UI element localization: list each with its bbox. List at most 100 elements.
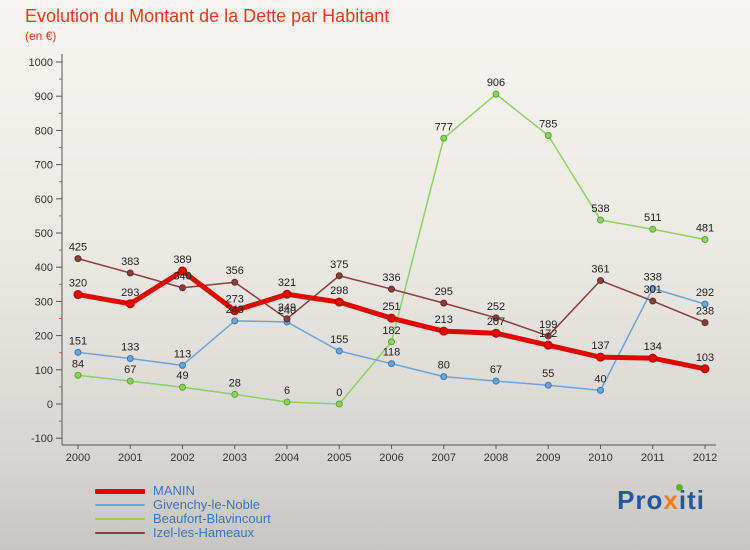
x-tick-label: 2006 xyxy=(379,452,403,464)
legend-swatch xyxy=(95,532,145,534)
proxiti-logo: Proxiti xyxy=(617,485,705,516)
y-tick-label: 600 xyxy=(35,194,53,206)
value-label: 249 xyxy=(278,302,296,314)
y-tick-label: 100 xyxy=(35,365,53,377)
logo-x-mark: x xyxy=(663,485,679,515)
data-point xyxy=(597,277,604,285)
y-tick-label: 400 xyxy=(35,262,53,274)
data-point xyxy=(701,235,709,243)
data-point xyxy=(649,297,657,305)
x-tick-label: 2010 xyxy=(588,452,612,464)
data-point xyxy=(492,90,500,98)
data-point xyxy=(126,269,134,277)
value-label: 84 xyxy=(72,358,84,370)
data-point xyxy=(388,285,395,293)
data-point xyxy=(440,299,448,307)
data-point xyxy=(74,348,82,356)
data-point xyxy=(597,386,604,394)
data-point xyxy=(388,360,395,368)
legend-item: Givenchy-le-Noble xyxy=(95,498,271,512)
value-label: 340 xyxy=(173,271,191,283)
value-label: 906 xyxy=(487,77,505,89)
x-tick-label: 2004 xyxy=(275,452,299,464)
value-label: 375 xyxy=(330,259,348,271)
x-tick-label: 2003 xyxy=(223,452,247,464)
value-label: 389 xyxy=(173,254,191,266)
value-label: 0 xyxy=(336,387,342,399)
data-point xyxy=(649,284,657,292)
data-point xyxy=(282,289,292,299)
data-point xyxy=(230,306,240,316)
value-label: 134 xyxy=(644,341,662,353)
value-label: 356 xyxy=(226,265,244,277)
x-tick-label: 2008 xyxy=(484,452,508,464)
y-tick-label: -100 xyxy=(31,433,53,445)
data-point xyxy=(334,297,344,307)
y-tick-label: 0 xyxy=(47,399,53,411)
value-label: 40 xyxy=(594,373,606,385)
data-point xyxy=(231,390,239,398)
data-point xyxy=(126,355,134,363)
data-point xyxy=(491,328,501,338)
data-point xyxy=(125,299,135,309)
value-label: 137 xyxy=(591,340,609,352)
value-label: 113 xyxy=(174,348,192,360)
data-point xyxy=(335,347,343,355)
data-point xyxy=(335,272,343,280)
legend-item: Izel-les-Hameaux xyxy=(95,526,271,540)
data-point xyxy=(179,284,186,292)
value-label: 182 xyxy=(382,325,400,337)
value-label: 511 xyxy=(644,212,662,224)
value-label: 295 xyxy=(435,286,453,298)
data-point xyxy=(492,377,500,385)
x-tick-label: 2005 xyxy=(327,452,351,464)
value-label: 336 xyxy=(382,272,400,284)
value-label: 118 xyxy=(383,347,401,359)
value-label: 49 xyxy=(176,370,188,382)
value-label: 777 xyxy=(435,121,453,133)
y-tick-label: 1000 xyxy=(29,57,53,69)
value-label: 293 xyxy=(121,287,139,299)
data-point xyxy=(73,290,83,300)
logo-text-pre: Pro xyxy=(617,485,664,515)
value-label: 481 xyxy=(696,222,714,234)
data-point xyxy=(283,398,291,406)
data-point xyxy=(701,300,709,308)
data-point xyxy=(335,400,343,408)
data-point xyxy=(544,381,552,389)
value-label: 321 xyxy=(278,277,296,289)
data-point xyxy=(388,338,395,346)
data-point xyxy=(179,383,186,391)
value-label: 273 xyxy=(226,294,244,306)
value-label: 213 xyxy=(435,314,453,326)
value-label: 67 xyxy=(124,364,136,376)
x-tick-label: 2002 xyxy=(170,452,194,464)
value-label: 320 xyxy=(69,278,87,290)
data-point xyxy=(74,371,82,379)
legend-item: MANIN xyxy=(95,484,271,498)
value-label: 298 xyxy=(330,285,348,297)
data-point xyxy=(387,313,396,323)
value-label: 251 xyxy=(382,301,400,313)
chart-unit-subtitle: (en €) xyxy=(25,29,57,43)
data-point xyxy=(126,377,134,385)
value-label: 338 xyxy=(644,271,662,283)
data-point xyxy=(544,332,552,340)
legend-swatch xyxy=(95,488,145,494)
x-tick-label: 2001 xyxy=(118,452,142,464)
data-point xyxy=(700,364,710,374)
data-point xyxy=(596,352,605,362)
legend-label: MANIN xyxy=(153,483,195,498)
legend-label: Beaufort-Blavincourt xyxy=(153,511,271,526)
value-label: 240 xyxy=(278,305,296,317)
x-tick-label: 2009 xyxy=(536,452,560,464)
x-tick-label: 2011 xyxy=(641,452,665,464)
data-point xyxy=(543,340,553,350)
y-tick-label: 800 xyxy=(35,125,53,137)
value-label: 252 xyxy=(487,301,505,313)
value-label: 243 xyxy=(226,304,244,316)
value-label: 361 xyxy=(591,264,609,276)
legend-label: Izel-les-Hameaux xyxy=(153,525,255,540)
x-tick-label: 2007 xyxy=(432,452,456,464)
